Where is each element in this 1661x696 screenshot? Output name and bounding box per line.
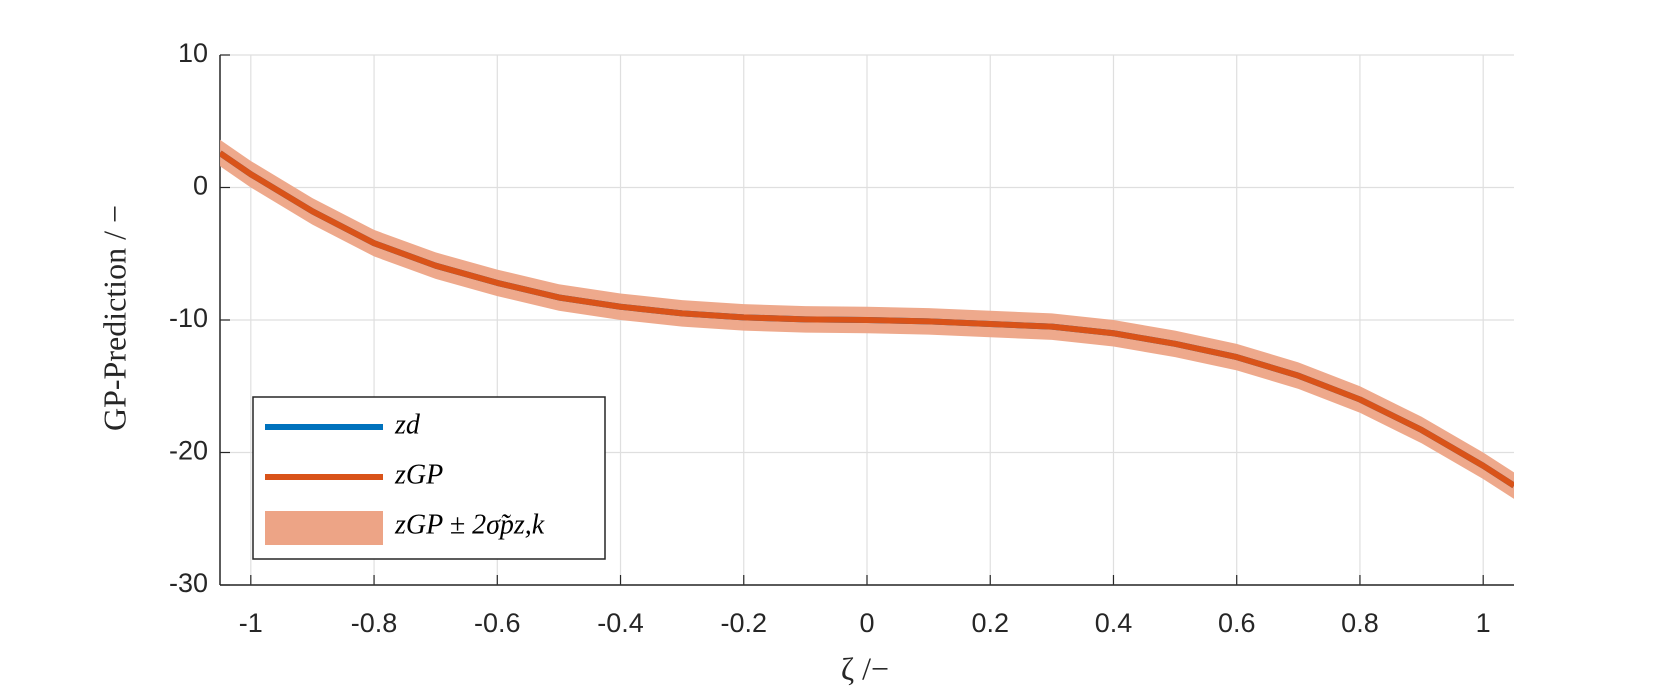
y-tick-label: 0 (193, 171, 208, 201)
y-axis-label: GP-Prediction / − (96, 205, 132, 431)
x-tick-label: -0.4 (597, 608, 644, 638)
y-tick-label: -10 (169, 303, 208, 333)
x-tick-label: 0.6 (1218, 608, 1256, 638)
x-axis-label: ζ /− (841, 650, 889, 686)
legend-label: zGP (394, 459, 443, 490)
legend-swatch (265, 511, 383, 545)
y-tick-label: -20 (169, 436, 208, 466)
line (220, 150, 1514, 489)
x-tick-label: 0.8 (1341, 608, 1379, 638)
y-tick-label: 10 (178, 38, 208, 68)
legend-label: zGP ± 2σ̃pz,k (394, 509, 545, 540)
x-tick-label: -0.8 (351, 608, 398, 638)
y-tick-label: -30 (169, 568, 208, 598)
x-tick-label: -0.2 (720, 608, 767, 638)
x-tick-label: 0 (859, 608, 874, 638)
x-tick-label: 1 (1476, 608, 1491, 638)
legend-label: zd (394, 409, 421, 440)
x-tick-label: -0.6 (474, 608, 521, 638)
x-tick-label: 0.4 (1095, 608, 1133, 638)
x-tick-label: 0.2 (971, 608, 1009, 638)
x-tick-label: -1 (239, 608, 263, 638)
plot-layer (220, 139, 1514, 499)
